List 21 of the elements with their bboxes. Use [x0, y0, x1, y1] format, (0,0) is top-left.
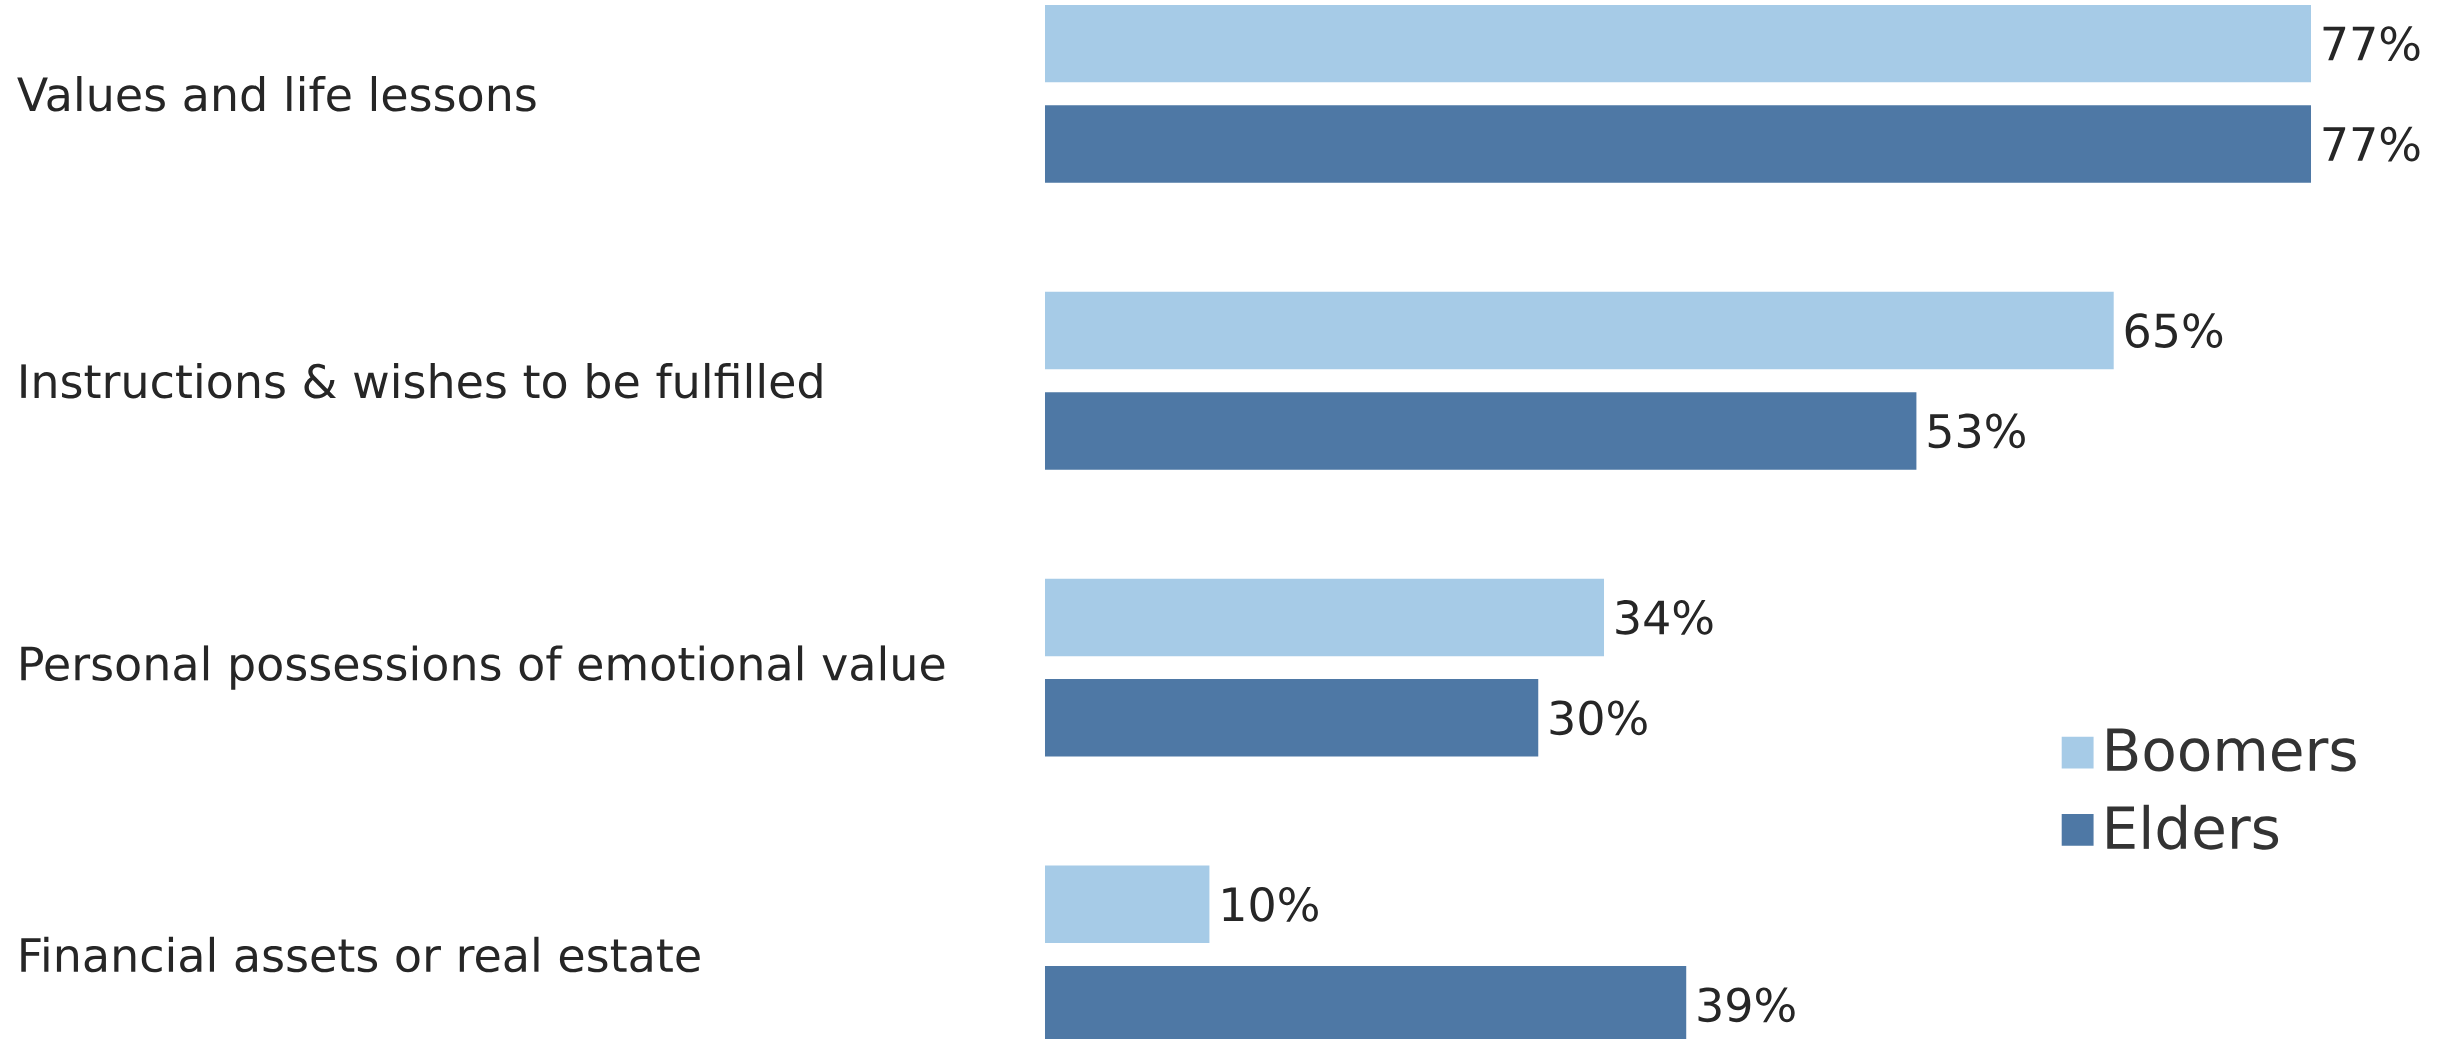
data-label: 65%: [2125, 313, 2223, 348]
data-label: 10%: [1223, 886, 1318, 922]
data-label: 77%: [2323, 26, 2420, 61]
y-tick-label: Financial assets or real estate: [21, 936, 700, 973]
data-label: 77%: [2323, 126, 2420, 162]
data-label: 34%: [1616, 600, 1713, 635]
bar: [1045, 4, 2311, 83]
bar: [1045, 865, 1210, 944]
legend-label: Elders: [2107, 804, 2279, 850]
data-label: 53%: [1928, 413, 2025, 449]
bar: [1045, 679, 1539, 757]
bar: [1045, 291, 2114, 370]
data-label: 39%: [1698, 987, 1795, 1023]
bar: [1045, 392, 1917, 470]
bar: [1045, 578, 1605, 657]
y-tick-label: Personal possessions of emotional value: [21, 645, 945, 690]
y-tick-label: Instructions & wishes to be fulfilled: [21, 362, 822, 399]
bar: [1045, 105, 2311, 183]
data-label: 30%: [1550, 700, 1647, 736]
legend-label: Boomers: [2107, 728, 2356, 772]
y-tick-label: Values and life lessons: [17, 76, 536, 112]
